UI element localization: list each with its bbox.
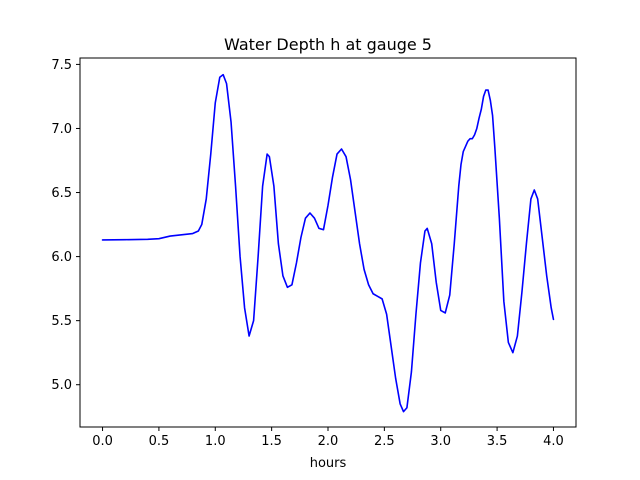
y-axis-ticks: 5.0 5.5 6.0 6.5 7.0 7.5 [51,58,80,393]
y-tick-label: 7.0 [51,122,72,137]
x-tick-label: 2.5 [374,434,395,449]
y-tick-label: 5.0 [51,378,72,393]
y-tick-label: 7.5 [51,58,72,73]
plot-area [101,73,555,413]
x-axis-ticks: 0.0 0.5 1.0 1.5 2.0 2.5 3.0 3.5 4.0 [92,427,564,449]
x-tick-label: 0.5 [149,434,170,449]
chart-title: Water Depth h at gauge 5 [224,35,432,54]
y-tick-label: 6.0 [51,250,72,265]
y-tick-label: 6.5 [51,186,72,201]
x-tick-label: 3.5 [487,434,508,449]
x-tick-label: 0.0 [92,434,113,449]
x-tick-label: 4.0 [543,434,564,449]
x-tick-label: 1.5 [261,434,282,449]
x-axis-label: hours [310,456,347,471]
x-tick-label: 1.0 [205,434,226,449]
y-tick-label: 5.5 [51,314,72,329]
x-tick-label: 2.0 [318,434,339,449]
x-tick-label: 3.0 [430,434,451,449]
series-line-1 [101,73,555,413]
